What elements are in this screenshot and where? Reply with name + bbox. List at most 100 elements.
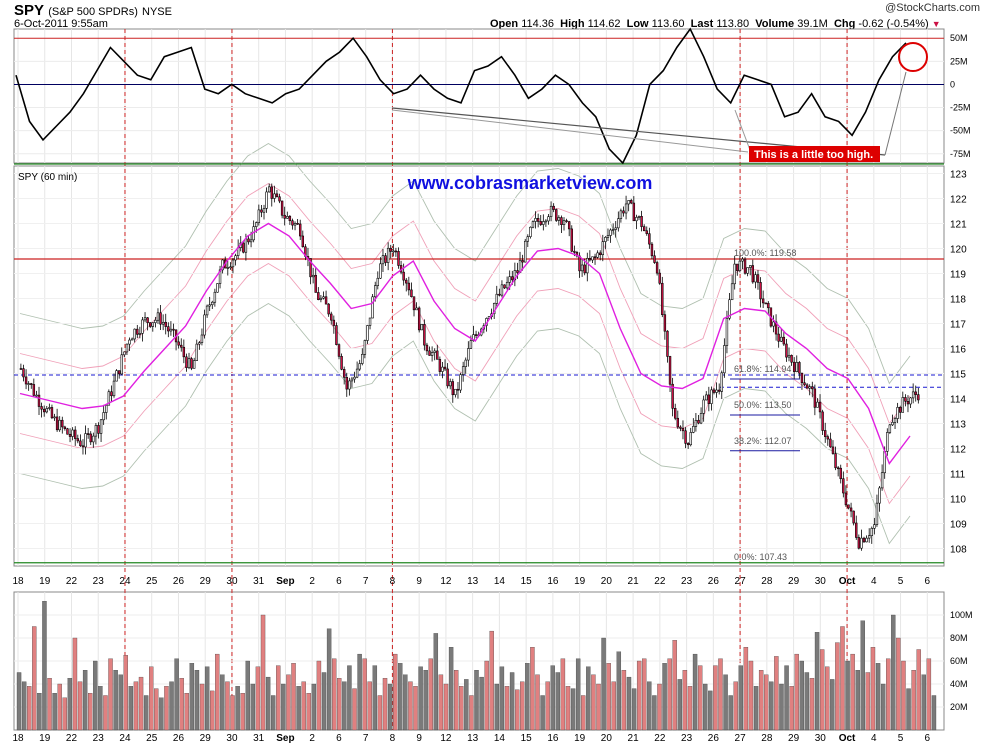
volume-bar [164, 686, 169, 731]
volume-bar [469, 695, 474, 731]
volume-bar [245, 660, 250, 731]
fib-label: 50.0%: 113.50 [734, 400, 791, 410]
candle-body [599, 252, 602, 256]
x-tick-label-bottom: 6 [925, 733, 931, 744]
candle-body [596, 252, 599, 258]
candle-body [875, 502, 879, 525]
volume-bar [98, 686, 103, 731]
volume-bar [199, 683, 205, 731]
volume-bar [230, 695, 235, 731]
candle-body [366, 325, 369, 341]
volume-bar [779, 683, 784, 731]
candle-body [738, 260, 742, 272]
candle-body [692, 426, 695, 433]
x-tick-label-bottom: 28 [761, 733, 773, 744]
volume-bar [718, 658, 723, 731]
axes: 1818191922222323242425252626292930303131… [12, 576, 930, 744]
candle-body [381, 255, 385, 265]
volume-bar [606, 663, 611, 731]
volume-bar [560, 658, 566, 731]
volume-bar [235, 686, 240, 731]
candle-body [880, 472, 884, 489]
candle-body [198, 342, 201, 345]
candle-body [505, 281, 509, 289]
volume-bar [260, 614, 266, 731]
candle-body [146, 317, 149, 323]
volume-bar [362, 658, 367, 731]
volume-bar [276, 665, 281, 731]
candle-body [42, 408, 46, 413]
x-tick-label-bottom: 4 [871, 733, 877, 744]
candle-body [464, 359, 467, 367]
candle-body [299, 223, 302, 237]
candle-body [658, 272, 661, 284]
candle-body [89, 433, 92, 443]
candle-body [573, 250, 576, 253]
x-tick-label-bottom: 22 [66, 733, 78, 744]
x-tick-label-bottom: 7 [363, 733, 369, 744]
candle-body [772, 321, 775, 327]
candle-body [565, 220, 568, 222]
candle-body [710, 389, 713, 404]
candle-body [524, 240, 527, 263]
candle-body [725, 317, 729, 346]
volume-bar [535, 674, 540, 731]
candle-body [449, 381, 452, 387]
osc-frame [13, 28, 945, 164]
candle-body [208, 304, 211, 307]
candle-body [702, 399, 705, 414]
volume-bar [265, 676, 271, 731]
candle-body [436, 350, 439, 360]
candle-body [671, 383, 674, 409]
candle-body [549, 205, 553, 218]
candle-body [66, 428, 69, 435]
price-y-tick: 122 [950, 195, 967, 206]
chg-label: Chg [833, 18, 856, 30]
price-y-tick: 115 [950, 370, 966, 381]
candle-body [914, 391, 917, 395]
x-tick-label: 22 [66, 576, 78, 587]
candle-body [138, 333, 142, 335]
candle-body [402, 271, 405, 281]
volume-bar [621, 670, 627, 731]
candle-body [844, 492, 848, 506]
candle-body [143, 317, 147, 321]
candle-body [847, 504, 850, 509]
candle-body [216, 283, 219, 293]
candle-body [849, 507, 853, 512]
volume-bar [865, 672, 871, 731]
candle-body [35, 394, 38, 397]
x-tick-label-bottom: 2 [309, 733, 315, 744]
candle-body [324, 296, 328, 305]
volume-bar [27, 686, 32, 731]
volume-bar [337, 678, 342, 731]
candle-body [697, 420, 700, 424]
x-tick-label-bottom: 16 [547, 733, 559, 744]
candle-body [627, 200, 630, 205]
volume-y-tick: 40M [950, 679, 968, 689]
candle-body [705, 394, 708, 401]
fib-label: 0.0%: 107.43 [734, 552, 787, 562]
site-watermark: www.cobrasmarketview.com [407, 173, 653, 193]
candle-body [361, 353, 364, 364]
candle-body [177, 341, 180, 346]
candle-body [332, 319, 336, 326]
volume-bar [174, 658, 179, 731]
candle-body [161, 321, 165, 325]
candle-body [112, 380, 116, 397]
candle-body [286, 216, 289, 219]
candle-body [728, 299, 731, 319]
price-frame [13, 165, 945, 567]
candle-body [68, 433, 72, 437]
candle-body [322, 296, 325, 299]
high-label: High [560, 18, 585, 30]
volume-bar [657, 683, 662, 731]
candle-body [555, 209, 558, 221]
candle-body [586, 257, 589, 274]
candle-body [593, 256, 597, 259]
volume-bar [830, 679, 835, 731]
candle-body [676, 417, 680, 428]
volume-bar [204, 666, 210, 731]
volume-bar [32, 626, 37, 731]
